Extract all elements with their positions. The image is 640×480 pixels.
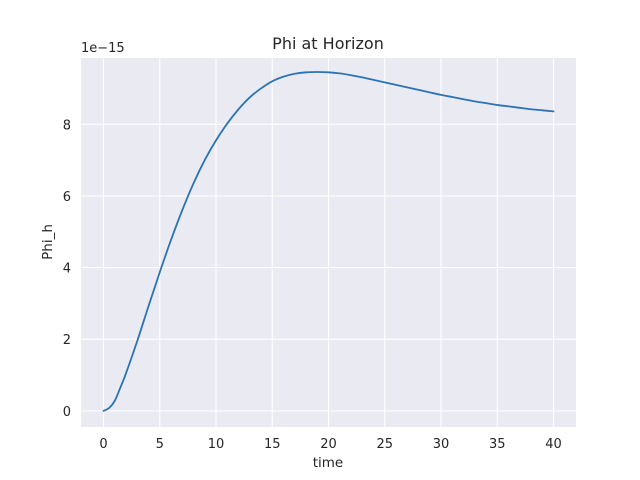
y-axis-offset-label: 1e−15 — [81, 41, 125, 56]
x-tick-label: 40 — [545, 437, 562, 452]
x-axis-label: time — [313, 455, 344, 471]
x-tick-label: 30 — [433, 437, 450, 452]
x-tick-label: 0 — [99, 437, 107, 452]
y-tick-label: 6 — [63, 190, 71, 205]
tick-labels: 0 5 10 15 20 25 30 35 40 0 2 4 6 8 — [63, 118, 562, 452]
x-tick-label: 25 — [376, 437, 393, 452]
y-tick-label: 4 — [63, 262, 71, 277]
x-tick-label: 10 — [208, 437, 225, 452]
y-tick-label: 2 — [63, 333, 71, 348]
chart-title: Phi at Horizon — [272, 34, 384, 53]
series-line — [102, 71, 555, 412]
grid-lines — [81, 58, 576, 427]
series-layer — [102, 71, 555, 412]
x-tick-label: 15 — [264, 437, 281, 452]
x-tick-label: 35 — [489, 437, 506, 452]
y-tick-label: 8 — [63, 118, 71, 133]
y-tick-label: 0 — [63, 405, 71, 420]
x-tick-label: 20 — [320, 437, 337, 452]
y-axis-label: Phi_h — [40, 224, 56, 260]
x-tick-label: 5 — [156, 437, 164, 452]
